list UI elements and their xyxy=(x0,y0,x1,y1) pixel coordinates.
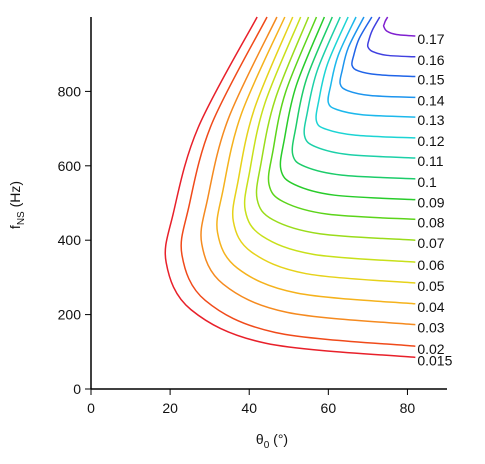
contour-line xyxy=(351,16,416,78)
contour-line xyxy=(216,16,416,305)
contour-line xyxy=(291,16,416,180)
y-axis-label: fNS (Hz) xyxy=(7,181,27,229)
contour-line xyxy=(255,16,416,241)
y-tick-label: 800 xyxy=(58,83,82,99)
x-tick-label: 20 xyxy=(162,400,178,416)
contour-label: 0.09 xyxy=(417,195,444,211)
contour-label: 0.08 xyxy=(417,214,444,230)
contour-line xyxy=(180,16,416,347)
contour-line xyxy=(243,16,416,263)
contour-line xyxy=(231,16,416,284)
contour-line xyxy=(339,16,416,99)
contour-line xyxy=(164,16,416,359)
contour-label: 0.14 xyxy=(417,92,444,108)
contour-label: 0.15 xyxy=(417,72,444,88)
contour-line xyxy=(382,16,416,37)
contour-label: 0.11 xyxy=(417,153,443,169)
y-tick-label: 0 xyxy=(73,381,81,397)
contour-label: 0.17 xyxy=(417,31,444,47)
y-tick-label: 400 xyxy=(58,232,82,248)
x-tick-label: 60 xyxy=(321,400,337,416)
contour-label: 0.015 xyxy=(417,352,452,368)
contour-line xyxy=(303,16,416,159)
x-axis-label: θ0 (°) xyxy=(256,431,288,451)
contour-line xyxy=(327,16,416,118)
x-tick-label: 0 xyxy=(87,400,95,416)
x-label-rest: (°) xyxy=(269,431,288,447)
y-tick-label: 200 xyxy=(58,307,82,323)
x-label-main: θ xyxy=(256,431,264,447)
contour-line xyxy=(267,16,416,221)
contour-line xyxy=(279,16,416,201)
x-tick-label: 40 xyxy=(241,400,257,416)
contour-label: 0.06 xyxy=(417,257,444,273)
contour-line xyxy=(200,16,416,326)
y-tick-label: 600 xyxy=(58,158,82,174)
contour-label: 0.07 xyxy=(417,235,444,251)
contour-label: 0.05 xyxy=(417,278,444,294)
y-label-rest: (Hz) xyxy=(7,181,23,211)
contour-label: 0.03 xyxy=(417,320,444,336)
contour-line xyxy=(366,16,416,58)
contour-label: 0.1 xyxy=(417,174,437,190)
y-label-main: f xyxy=(7,225,23,229)
y-label-sub: NS xyxy=(16,211,27,225)
x-tick-label: 80 xyxy=(400,400,416,416)
contour-label: 0.02 xyxy=(417,341,444,357)
contour-label: 0.16 xyxy=(417,52,444,68)
contour-label: 0.13 xyxy=(417,112,444,128)
x-label-sub: 0 xyxy=(264,440,270,451)
contour-label: 0.04 xyxy=(417,299,444,315)
contour-line xyxy=(315,16,416,139)
contour-label: 0.12 xyxy=(417,133,444,149)
